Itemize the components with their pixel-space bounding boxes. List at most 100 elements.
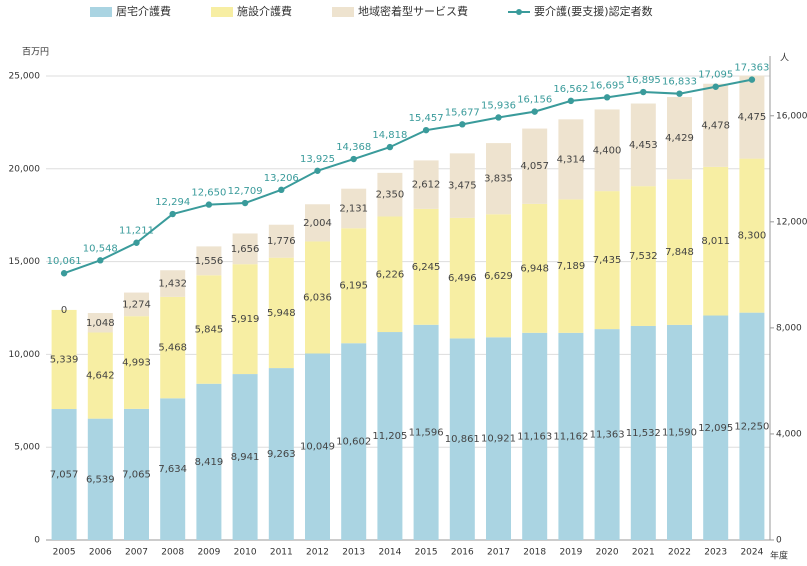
bar-label: 1,432 <box>158 279 187 290</box>
bar-segment <box>703 83 729 167</box>
line-label: 16,833 <box>662 77 697 88</box>
y-tick-label: 25,000 <box>9 72 41 82</box>
line-label: 13,925 <box>300 154 335 165</box>
x-tick-label: 2018 <box>523 548 546 558</box>
bar-label: 4,642 <box>86 371 115 382</box>
line-point <box>314 167 321 174</box>
line-point <box>278 186 285 194</box>
bar-segment <box>377 332 403 540</box>
bar-label: 5,919 <box>231 314 260 325</box>
bar-label: 6,036 <box>303 292 332 303</box>
bar-segment <box>449 217 475 339</box>
y2-unit: 人 <box>780 53 789 64</box>
bar-segment <box>558 119 584 200</box>
y2-tick-label: 0 <box>776 536 782 546</box>
bar-label: 11,596 <box>409 427 444 438</box>
x-tick-label: 2007 <box>125 548 148 558</box>
bar-segment <box>124 408 149 540</box>
bar-label: 10,921 <box>481 434 516 445</box>
bar-segment <box>196 383 222 540</box>
y2-tick-label: 12,000 <box>776 217 807 227</box>
bar-segment <box>124 292 149 317</box>
y-tick-label: 0 <box>34 536 40 546</box>
line-point <box>422 126 430 134</box>
line-point <box>97 257 104 264</box>
bar-segment <box>739 312 765 540</box>
line-label: 12,294 <box>155 197 190 208</box>
bar-segment <box>87 332 113 419</box>
bar-segment <box>522 128 548 204</box>
line-label: 12,650 <box>191 188 226 199</box>
bar-label: 11,162 <box>553 431 588 442</box>
y-tick-label: 10,000 <box>9 350 41 360</box>
bar-label: 1,776 <box>267 236 296 247</box>
line-label: 14,818 <box>372 130 407 141</box>
bar-segment <box>160 296 186 399</box>
bar-label: 2,004 <box>303 218 332 229</box>
line-label: 12,709 <box>228 186 263 197</box>
bar-label: 4,314 <box>557 154 586 165</box>
bar-label: 6,948 <box>520 263 549 274</box>
x-tick-label: 2024 <box>740 548 763 558</box>
bar-segment <box>558 332 584 540</box>
bar-label: 10,861 <box>445 434 480 445</box>
bar-segment <box>124 316 149 409</box>
bar-segment <box>341 228 367 344</box>
line-label: 15,936 <box>481 100 516 111</box>
bar-label: 7,189 <box>557 261 586 272</box>
bar-segment <box>739 158 765 313</box>
x-tick-label: 2022 <box>668 548 691 558</box>
bar-segment <box>268 257 294 369</box>
x-tick-label: 2008 <box>161 548 184 558</box>
bar-label: 6,496 <box>448 273 477 284</box>
line-point <box>133 239 140 246</box>
legend-label: 居宅介護費 <box>116 4 171 18</box>
line-point <box>169 210 176 218</box>
bar-label: 8,419 <box>195 457 224 468</box>
y2-tick-label: 8,000 <box>776 323 802 333</box>
line-label: 17,363 <box>734 63 769 74</box>
x-tick-label: 2006 <box>89 548 112 558</box>
line-label: 10,061 <box>47 256 82 267</box>
bar-segment <box>522 332 548 540</box>
bar-label: 1,556 <box>195 256 224 267</box>
line-label: 16,895 <box>626 75 661 86</box>
legend-swatch <box>90 7 112 17</box>
y-unit: 百万円 <box>22 47 49 58</box>
bar-label: 7,848 <box>665 247 694 258</box>
y-tick-label: 5,000 <box>14 443 40 453</box>
line-label: 13,206 <box>264 173 299 184</box>
bar-segment <box>449 153 475 218</box>
bar-label: 4,478 <box>701 120 730 131</box>
bar-label: 10,602 <box>336 437 371 448</box>
bar-segment <box>268 368 294 540</box>
bar-segment <box>232 264 258 375</box>
bar-label: 0 <box>61 305 67 316</box>
bar-segment <box>51 409 77 540</box>
bar-label: 4,453 <box>629 140 658 151</box>
line-label: 16,156 <box>517 95 552 106</box>
x-tick-label: 2009 <box>197 548 220 558</box>
line-label: 15,457 <box>409 113 444 124</box>
x-tick-label: 2015 <box>415 548 438 558</box>
x-tick-label: 2012 <box>306 548 329 558</box>
bar-segment <box>232 233 258 265</box>
bar-segment <box>196 275 222 384</box>
bar-label: 4,475 <box>738 112 767 123</box>
bar-segment <box>87 418 113 540</box>
bar-segment <box>341 343 367 540</box>
line-point <box>386 143 394 151</box>
bar-segment <box>522 203 548 333</box>
line-point <box>241 199 249 207</box>
legend-swatch <box>211 7 233 17</box>
legend-dot <box>516 9 522 15</box>
bar-label: 5,468 <box>158 343 187 354</box>
bar-segment <box>558 199 584 333</box>
bar-segment <box>413 324 439 540</box>
bar-segment <box>594 329 620 540</box>
bar-segment <box>449 338 475 540</box>
bar-segment <box>160 270 186 297</box>
bar-label: 8,941 <box>231 452 260 463</box>
bar-segment <box>703 166 729 316</box>
